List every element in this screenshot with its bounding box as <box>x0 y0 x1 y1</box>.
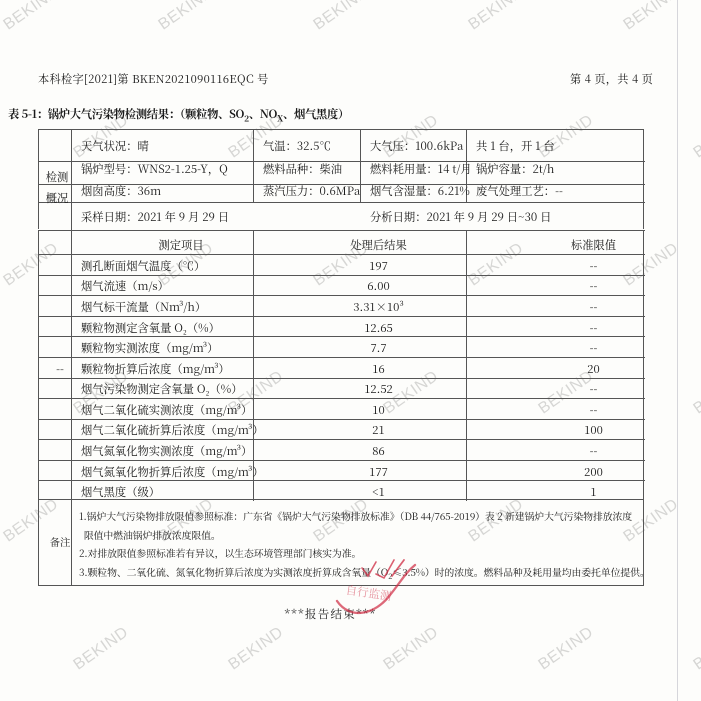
svg-text:自行监测: 自行监测 <box>345 582 393 604</box>
